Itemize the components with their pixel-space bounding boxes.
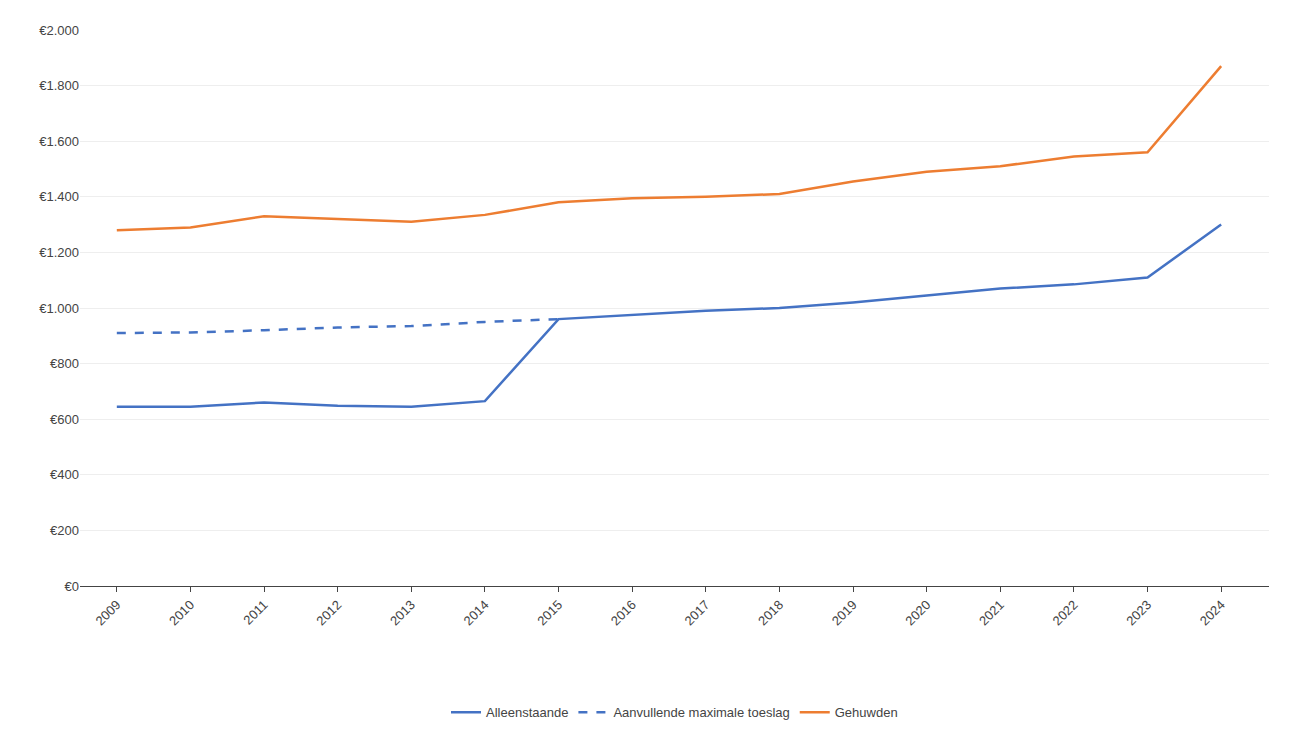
svg-text:Gehuwden: Gehuwden — [835, 705, 898, 720]
svg-text:2022: 2022 — [1050, 597, 1081, 628]
svg-text:2009: 2009 — [92, 597, 123, 628]
svg-text:2023: 2023 — [1123, 597, 1154, 628]
svg-text:2013: 2013 — [387, 597, 418, 628]
svg-text:2017: 2017 — [681, 597, 712, 628]
svg-text:2016: 2016 — [608, 597, 639, 628]
svg-text:€2.000: €2.000 — [39, 23, 79, 38]
svg-text:2020: 2020 — [902, 597, 933, 628]
svg-text:2015: 2015 — [534, 597, 565, 628]
svg-text:2024: 2024 — [1197, 597, 1228, 628]
svg-text:2012: 2012 — [313, 597, 344, 628]
svg-text:€1.000: €1.000 — [39, 301, 79, 316]
svg-text:2019: 2019 — [829, 597, 860, 628]
svg-text:2018: 2018 — [755, 597, 786, 628]
svg-text:€400: €400 — [50, 467, 79, 482]
svg-text:€800: €800 — [50, 356, 79, 371]
svg-text:2011: 2011 — [240, 597, 270, 627]
svg-text:Aanvullende maximale toeslag: Aanvullende maximale toeslag — [613, 705, 789, 720]
svg-text:2010: 2010 — [166, 597, 197, 628]
svg-text:Alleenstaande: Alleenstaande — [486, 705, 568, 720]
svg-text:2014: 2014 — [461, 597, 492, 628]
svg-text:€1.400: €1.400 — [39, 189, 79, 204]
svg-text:€1.800: €1.800 — [39, 78, 79, 93]
svg-text:€200: €200 — [50, 523, 79, 538]
svg-text:€600: €600 — [50, 412, 79, 427]
svg-text:2021: 2021 — [976, 597, 1007, 628]
svg-text:€0: €0 — [65, 579, 79, 594]
svg-text:€1.200: €1.200 — [39, 245, 79, 260]
svg-text:€1.600: €1.600 — [39, 134, 79, 149]
